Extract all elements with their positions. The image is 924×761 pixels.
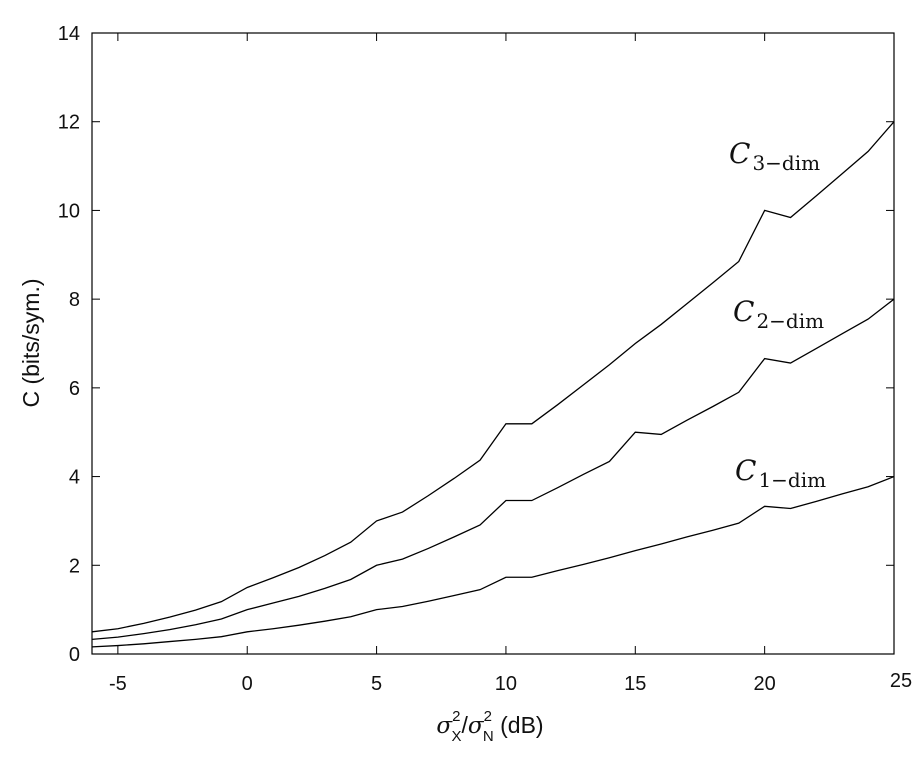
curve-labels: C 1−dim C 2−dim C 3−dim (729, 137, 826, 492)
y-axis-title: C (bits/sym.) (18, 278, 44, 407)
y-tick-label: 8 (69, 289, 80, 311)
x-axis-title-unit: (dB) (494, 712, 544, 738)
series-line-C3-dim (91, 121, 895, 633)
x-tick-label: -5 (109, 673, 127, 695)
x-axis-title-sigma-x: σ (436, 713, 453, 739)
plot-frame (91, 32, 895, 655)
x-tick-label: 10 (495, 673, 517, 695)
x-axis-title-slash: / (461, 712, 468, 738)
y-tick-label: 0 (69, 644, 80, 666)
x-axis-title-sub-x: X (451, 728, 461, 745)
y-tick-label: 10 (58, 200, 80, 222)
y-tick-label: 2 (69, 555, 80, 577)
x-tick-label: 25 (890, 670, 912, 692)
x-axis-title: σ2 X/σ2 N (dB) (436, 708, 543, 745)
series-line-C1-dim (91, 475, 895, 648)
x-tick-label: 5 (371, 673, 382, 695)
x-axis-title-sub-n: N (483, 728, 494, 745)
curve-label-C1-dim: C 1−dim (735, 454, 826, 492)
curve-label-C3-dim: C 3−dim (729, 137, 820, 175)
curves (91, 121, 895, 648)
y-tick-label: 6 (69, 378, 80, 400)
x-axis-title-sup-n: 2 (484, 708, 492, 725)
y-tick-label: 12 (58, 112, 80, 134)
x-tick-label: 20 (754, 673, 776, 695)
y-tick-label: 14 (58, 23, 80, 45)
x-tick-label: 0 (242, 673, 253, 695)
series-line-C2-dim (91, 298, 895, 641)
x-axis-title-sigma-n: σ (468, 713, 485, 739)
tick-labels: -5 0 5 10 15 20 25 0 2 4 6 8 10 12 14 (58, 23, 912, 695)
x-axis-title-sup-x: 2 (452, 708, 460, 725)
x-tick-label: 15 (624, 673, 646, 695)
ticks (92, 33, 894, 654)
y-tick-label: 4 (69, 467, 80, 489)
curve-label-C2-dim: C 2−dim (733, 295, 824, 333)
